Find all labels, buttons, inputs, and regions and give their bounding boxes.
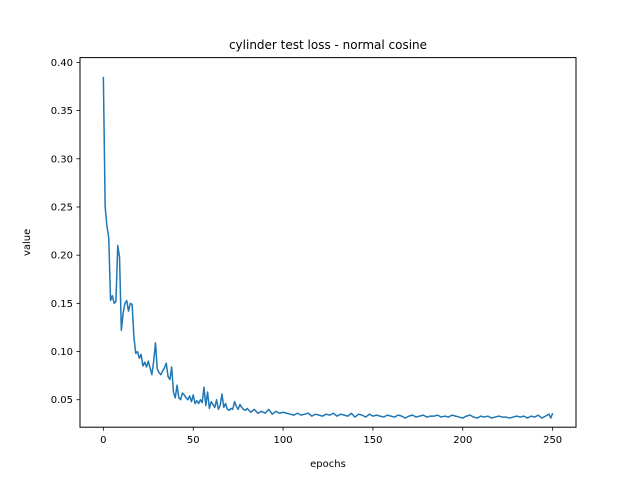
y-tick-label: 0.05 — [51, 395, 73, 406]
plot-area-frame — [79, 57, 577, 428]
y-tick-label: 0.25 — [51, 202, 73, 213]
series-layer — [102, 76, 554, 419]
x-axis-label: epochs — [310, 459, 346, 470]
chart-title: cylinder test loss - normal cosine — [229, 38, 427, 52]
series-line-0 — [102, 76, 554, 419]
x-tick-label: 250 — [543, 435, 562, 446]
y-tick-label: 0.30 — [51, 154, 73, 165]
x-tick-label: 0 — [100, 435, 106, 446]
x-tick-label: 50 — [187, 435, 200, 446]
y-tick-label: 0.10 — [51, 347, 73, 358]
y-tick-label: 0.15 — [51, 299, 73, 310]
y-tick-label: 0.20 — [51, 251, 73, 262]
x-tick-label: 100 — [274, 435, 293, 446]
y-tick-label: 0.40 — [51, 58, 73, 69]
x-tick-label: 150 — [363, 435, 382, 446]
y-axis: 0.05 0.10 0.15 0.20 0.25 0.30 0.35 0.40 — [51, 58, 80, 406]
x-tick-label: 200 — [453, 435, 472, 446]
y-axis-label: value — [22, 229, 33, 256]
y-tick-label: 0.35 — [51, 106, 73, 117]
x-axis: 0 50 100 150 200 250 — [100, 427, 562, 446]
